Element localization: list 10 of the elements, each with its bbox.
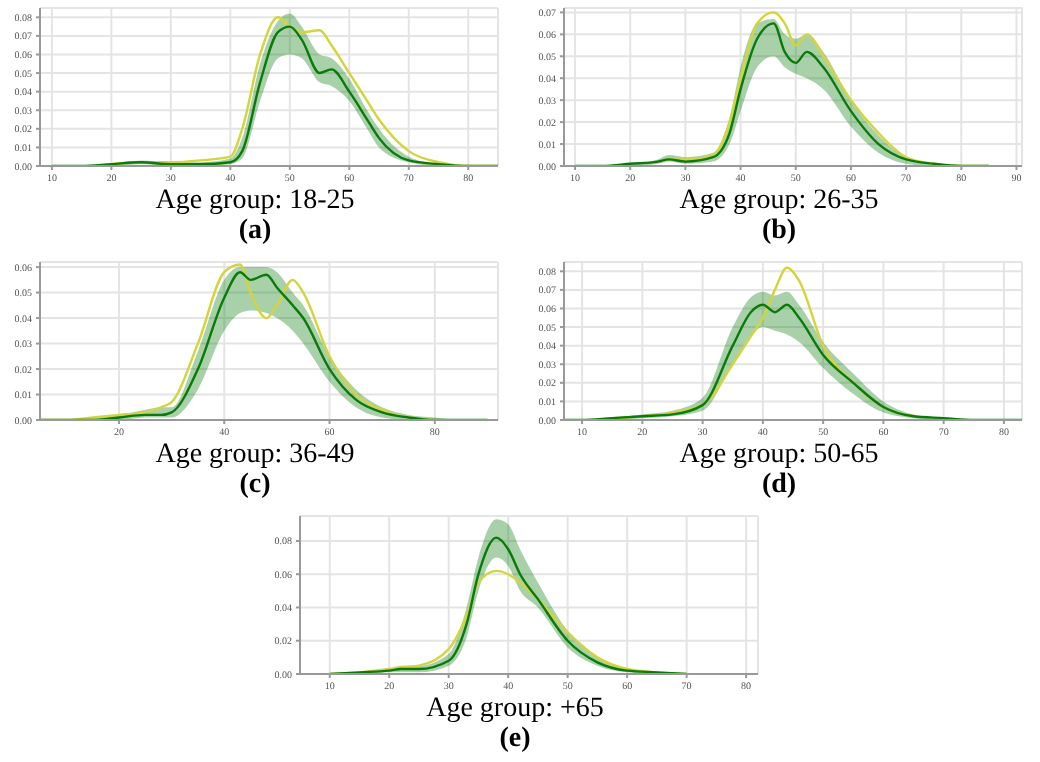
x-axis-title: Age group: 50-65 xyxy=(677,440,881,470)
text: (d) xyxy=(759,470,799,502)
x-axis-title: Age group: 36-49 xyxy=(153,440,357,470)
text: (a) xyxy=(236,216,274,248)
x-axis-title: Age group: +65 xyxy=(424,694,606,724)
text: (b) xyxy=(759,216,799,248)
text: (e) xyxy=(497,724,533,756)
x-axis-title: Age group: 18-25 xyxy=(153,186,357,216)
x-axis-title: Age group: 26-35 xyxy=(677,186,881,216)
text: (c) xyxy=(237,470,273,502)
